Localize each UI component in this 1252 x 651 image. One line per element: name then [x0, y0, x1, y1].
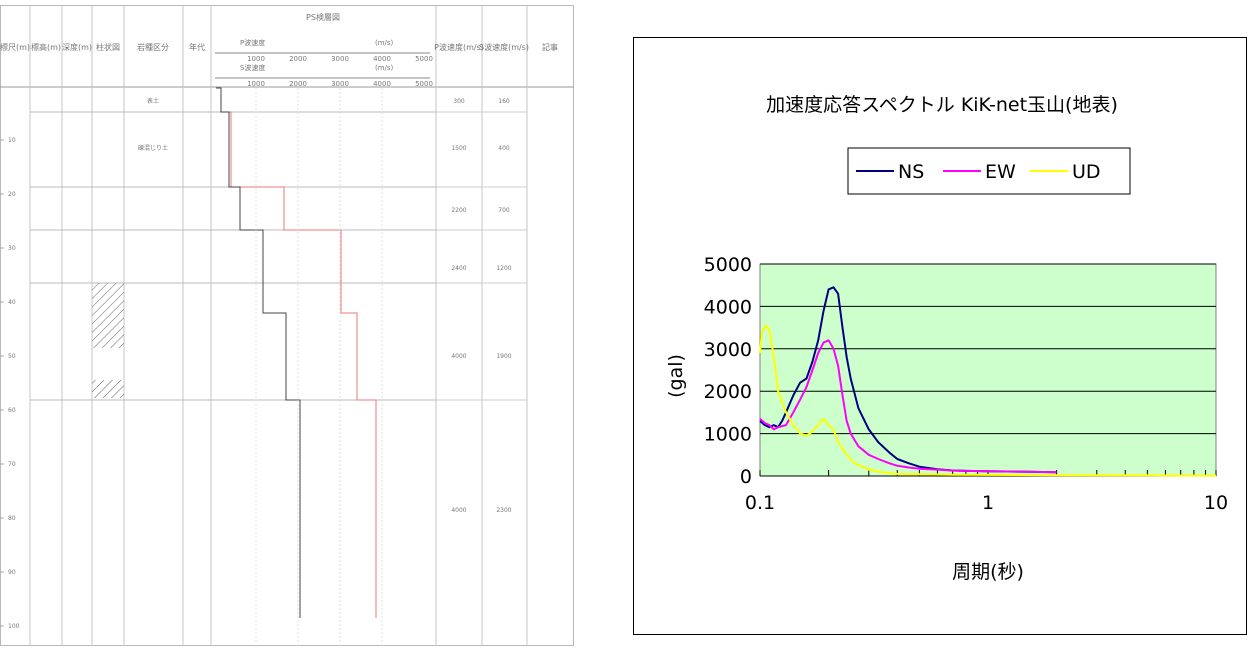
col-header-rock: 岩種区分 [137, 42, 169, 52]
col-header-ps-log: PS検層図 [306, 12, 340, 22]
plot-area [759, 263, 1217, 477]
p-wave-label: P波速度 [240, 38, 265, 47]
y-axis-label: (gal) [665, 354, 687, 398]
spectrum-chart-panel: 加速度応答スペクトル KiK-net玉山(地表) NS EW UD 0 1000 200… [633, 37, 1247, 635]
series-line-ud [759, 324, 1217, 477]
legend-label-ew: EW [985, 161, 1016, 183]
legend-label-ud: UD [1072, 161, 1101, 183]
p-wave-profile [216, 87, 377, 618]
depth-tick-label: 100 [8, 623, 20, 630]
velocity-tick-p: 2000 [289, 55, 307, 63]
velocity-tick-s: 1000 [247, 80, 265, 88]
layer-vp: 4000 [451, 353, 466, 360]
depth-tick-label: 40 [8, 299, 16, 306]
layer-vp: 300 [453, 98, 465, 105]
layer-rock-name: 礫混じり土 [138, 144, 168, 152]
layer-vp: 4000 [451, 507, 466, 514]
velocity-tick-s: 4000 [373, 80, 391, 88]
layer-vs: 160 [498, 98, 510, 105]
depth-scale: 10 20 30 40 50 60 70 80 90 100 [0, 137, 20, 630]
col-header-column: 柱状図 [96, 42, 120, 52]
depth-tick-label: 90 [8, 569, 16, 576]
velocity-tick-p: 4000 [373, 55, 391, 63]
col-header-depth: 深度(m) [62, 42, 92, 52]
velocity-tick-p: 3000 [331, 55, 349, 63]
col-header-vp: P波速度(m/s) [434, 42, 484, 52]
x-axis-tick-labels: 0.1 1 10 [745, 492, 1228, 514]
column-hatch-1 [92, 283, 124, 348]
velocity-scale-legend: P波速度 S波速度 (m/s) (m/s) 1000 2000 3000 4000 50… [215, 38, 433, 88]
y-tick-label: 1000 [704, 424, 752, 446]
depth-tick-label: 60 [8, 407, 16, 414]
depth-tick-label: 30 [8, 245, 16, 252]
column-hatch-2 [92, 380, 124, 398]
col-header-age: 年代 [189, 42, 205, 52]
depth-tick-label: 20 [8, 191, 16, 198]
col-header-vs: S波速度(m/s) [479, 42, 529, 52]
y-tick-label: 4000 [704, 296, 752, 318]
log-column-headers: 標尺(m) 標高(m) 深度(m) 柱状図 岩種区分 年代 PS検層図 P波速度… [0, 12, 558, 52]
y-tick-label: 5000 [704, 254, 752, 276]
p-wave-unit: (m/s) [375, 39, 394, 47]
col-header-notes: 記事 [542, 42, 558, 52]
ps-grid [255, 88, 383, 646]
x-axis-label: 周期(秒) [952, 561, 1024, 583]
spectrum-chart: 加速度応答スペクトル KiK-net玉山(地表) NS EW UD 0 1000 200… [665, 94, 1228, 583]
s-wave-unit: (m/s) [375, 64, 394, 72]
legend-box [847, 147, 1131, 195]
layer-vs: 400 [498, 145, 510, 152]
velocity-tick-s: 5000 [415, 80, 433, 88]
depth-tick-label: 10 [8, 137, 16, 144]
layer-vp: 2200 [451, 207, 466, 214]
x-tick-label: 1 [982, 492, 994, 514]
borehole-log: 標尺(m) 標高(m) 深度(m) 柱状図 岩種区分 年代 PS検層図 P波速度… [0, 0, 575, 647]
layer-vp: 1500 [451, 145, 466, 152]
col-header-scale: 標尺(m) [0, 42, 30, 52]
series-lines [759, 286, 1217, 477]
legend-label-ns: NS [898, 161, 924, 183]
s-wave-profile [216, 87, 301, 618]
log-frame [0, 5, 574, 646]
chart-title: 加速度応答スペクトル KiK-net玉山(地表) [766, 94, 1118, 116]
depth-tick-label: 50 [8, 353, 16, 360]
layer-vs: 2300 [496, 507, 511, 514]
layer-rock-name: 表土 [147, 97, 159, 105]
layer-vs: 1900 [496, 353, 511, 360]
depth-tick-label: 80 [8, 515, 16, 522]
velocity-tick-p: 5000 [415, 55, 433, 63]
chart-legend: NS EW UD [847, 147, 1131, 195]
velocity-tick-s: 3000 [331, 80, 349, 88]
layer-vs: 1200 [496, 265, 511, 272]
y-axis-tick-labels: 0 1000 2000 3000 4000 5000 [704, 254, 752, 488]
layer-vp: 2400 [451, 265, 466, 272]
velocity-tick-p: 1000 [247, 55, 265, 63]
depth-tick-label: 70 [8, 461, 16, 468]
s-wave-label: S波速度 [240, 63, 265, 72]
y-tick-label: 3000 [704, 339, 752, 361]
velocity-tick-s: 2000 [289, 80, 307, 88]
layer-vs: 700 [498, 207, 510, 214]
y-tick-label: 0 [740, 466, 752, 488]
series-line-ew [759, 339, 1057, 474]
col-header-elevation: 標高(m) [31, 42, 61, 52]
x-tick-label: 0.1 [745, 492, 775, 514]
y-tick-label: 2000 [704, 381, 752, 403]
borehole-log-drawing: 標尺(m) 標高(m) 深度(m) 柱状図 岩種区分 年代 PS検層図 P波速度… [0, 5, 574, 646]
x-tick-label: 10 [1204, 492, 1228, 514]
